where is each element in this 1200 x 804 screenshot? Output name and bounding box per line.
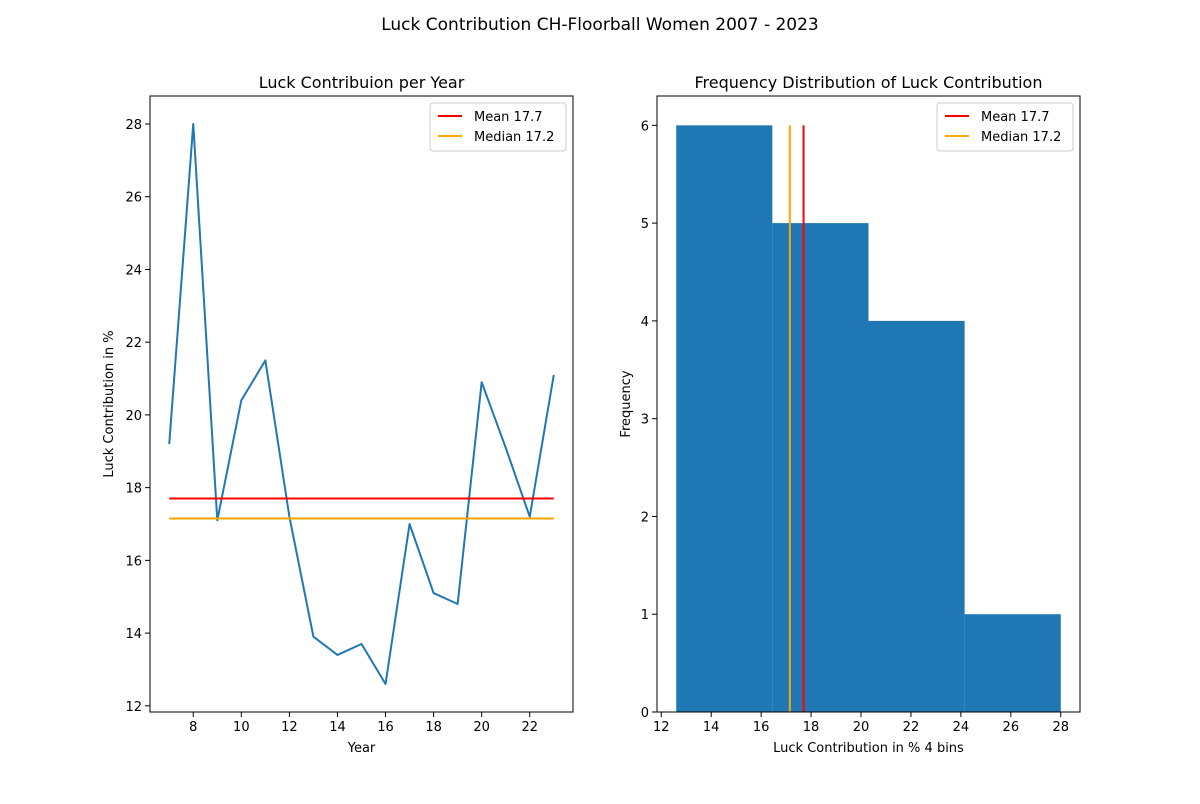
histogram-y-axis-label: Frequency [619,370,634,437]
histogram-y-tick-label: 4 [641,315,649,330]
line-chart-axes-frame [149,95,574,713]
line-chart-y-tick-label: 16 [125,554,142,569]
histogram-x-tick-label: 28 [1052,720,1069,735]
line-chart-y-tick-label: 12 [125,700,142,715]
line-chart-x-tick-label: 20 [473,720,490,735]
histogram-title: Frequency Distribution of Luck Contribut… [695,73,1043,92]
line-chart-y-tick-label: 28 [125,118,142,133]
line-chart-y-tick-label: 22 [125,336,142,351]
histogram-x-tick-label: 16 [753,720,770,735]
line-chart-series-line [168,123,555,685]
line-chart-x-tick-label: 18 [425,720,442,735]
histogram-y-tick-label: 2 [641,510,649,525]
line-chart-y-tick-label: 18 [125,482,142,497]
histogram-x-axis-label: Luck Contribution in % 4 bins [773,741,964,756]
line-chart-y-tick-label: 14 [125,627,142,642]
histogram-bar [676,125,773,713]
line-chart-x-tick-label: 16 [377,720,394,735]
histogram-x-tick-label: 26 [1003,720,1020,735]
line-chart-x-tick-label: 8 [189,720,197,735]
histogram-bar [772,223,869,712]
histogram-y-tick-label: 3 [641,413,649,428]
histogram-x-tick-label: 14 [703,720,720,735]
histogram-y-tick-label: 1 [641,608,649,623]
line-chart-legend-label: Median 17.2 [474,130,554,145]
histogram-x-tick-label: 24 [953,720,970,735]
line-chart-x-tick-label: 14 [329,720,346,735]
line-chart-y-tick-label: 24 [125,263,142,278]
histogram-x-tick-label: 22 [903,720,920,735]
line-chart-title: Luck Contribuion per Year [259,73,465,92]
histogram-y-tick-label: 6 [641,119,649,134]
histogram-y-tick-label: 0 [641,706,649,721]
line-chart-legend-label: Mean 17.7 [474,110,543,125]
line-chart-legend-box [429,102,567,152]
histogram-x-tick-label: 18 [803,720,820,735]
histogram-x-tick-label: 20 [853,720,870,735]
line-chart-x-tick-label: 12 [281,720,298,735]
line-chart-y-tick-label: 20 [125,409,142,424]
line-chart-y-axis-label: Luck Contribution in % [102,330,117,477]
histogram-y-tick-label: 5 [641,217,649,232]
histogram-legend-label: Median 17.2 [981,130,1061,145]
figure-suptitle: Luck Contribution CH-Floorball Women 200… [381,15,819,35]
line-chart-x-axis-label: Year [347,741,376,756]
histogram-x-tick-label: 12 [653,720,670,735]
line-chart-x-tick-label: 10 [233,720,250,735]
histogram-bar [868,320,965,712]
histogram-axes-frame [656,95,1081,713]
histogram-legend-label: Mean 17.7 [981,110,1050,125]
histogram-bar [964,614,1061,712]
line-chart-x-tick-label: 22 [521,720,538,735]
line-chart-y-tick-label: 26 [125,191,142,206]
histogram-legend-box [936,102,1074,152]
